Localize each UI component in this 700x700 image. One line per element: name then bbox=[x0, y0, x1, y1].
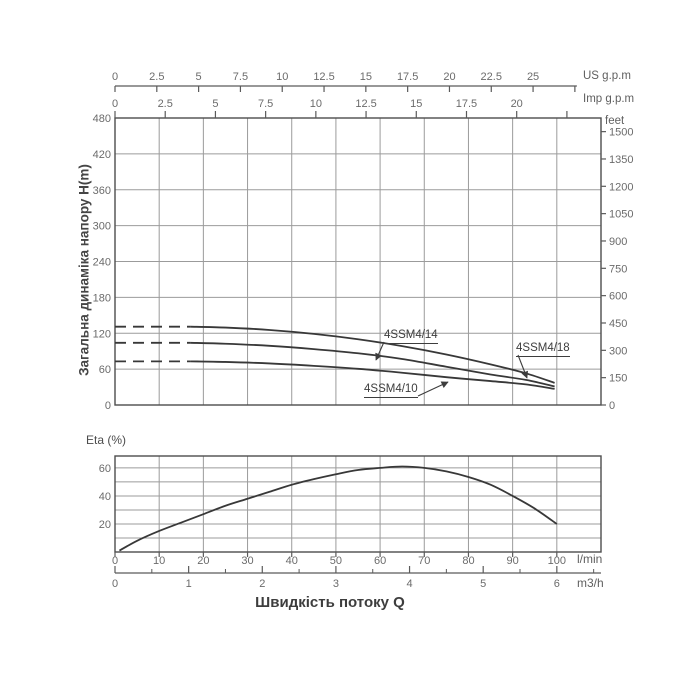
curve-4SSM4/14 bbox=[190, 341, 555, 388]
feet-tick-label: 1200 bbox=[609, 181, 633, 193]
m3h-tick-label: 4 bbox=[406, 578, 412, 590]
imp-gpm-tick-label: 20 bbox=[511, 98, 523, 110]
imp-gpm-tick-label: 15 bbox=[410, 98, 422, 110]
m3h-tick-label: 0 bbox=[112, 578, 118, 590]
us-gpm-tick-label: 5 bbox=[196, 71, 202, 83]
eta-tick-label: 20 bbox=[99, 519, 111, 531]
us-gpm-tick-label: 22.5 bbox=[481, 71, 502, 83]
us-gpm-tick-label: 2.5 bbox=[149, 71, 164, 83]
m3h-tick-label: 1 bbox=[186, 578, 192, 590]
eta-tick-label: 40 bbox=[99, 491, 111, 503]
leader-line bbox=[375, 341, 385, 361]
imp-gpm-tick-label: 7.5 bbox=[258, 98, 273, 110]
hm-tick-label: 120 bbox=[93, 328, 111, 340]
lmin-tick-label: 100 bbox=[548, 555, 566, 567]
m3h-axis-label: m3/h bbox=[577, 576, 604, 590]
feet-tick-label: 750 bbox=[609, 263, 627, 275]
hm-tick-label: 240 bbox=[93, 257, 111, 269]
feet-tick-label: 1350 bbox=[609, 154, 633, 166]
curve-eta bbox=[118, 465, 558, 552]
feet-tick-label: 900 bbox=[609, 236, 627, 248]
hm-tick-label: 420 bbox=[93, 149, 111, 161]
imp-gpm-tick-label: 5 bbox=[212, 98, 218, 110]
lmin-tick-label: 10 bbox=[153, 555, 165, 567]
m3h-tick-label: 6 bbox=[554, 578, 560, 590]
leader-line bbox=[417, 381, 449, 397]
imp-gpm-tick-label: 12.5 bbox=[355, 98, 376, 110]
feet-axis-label: feet bbox=[605, 115, 625, 127]
feet-tick-label: 1050 bbox=[609, 209, 633, 221]
feet-tick-label: 0 bbox=[609, 400, 615, 412]
lmin-tick-label: 20 bbox=[197, 555, 209, 567]
hm-tick-label: 180 bbox=[93, 292, 111, 304]
eta-tick-label: 60 bbox=[99, 463, 111, 475]
feet-tick-label: 450 bbox=[609, 318, 627, 330]
eta-axis-label: Eta (%) bbox=[86, 433, 127, 447]
hm-tick-label: 300 bbox=[93, 221, 111, 233]
x-axis-title: Швидкість потоку Q bbox=[255, 594, 405, 611]
hm-tick-label: 0 bbox=[105, 400, 111, 412]
imp-gpm-tick-label: 17.5 bbox=[456, 98, 477, 110]
lmin-tick-label: 40 bbox=[286, 555, 298, 567]
feet-tick-label: 150 bbox=[609, 373, 627, 385]
plot-border bbox=[114, 455, 602, 553]
us-gpm-axis-label: US g.p.m bbox=[583, 70, 631, 82]
curve-4SSM4/18 bbox=[190, 325, 555, 384]
us-gpm-tick-label: 0 bbox=[112, 71, 118, 83]
lmin-tick-label: 80 bbox=[462, 555, 474, 567]
hm-tick-label: 480 bbox=[93, 113, 111, 125]
feet-tick-label: 1500 bbox=[609, 127, 633, 139]
lmin-tick-label: 60 bbox=[374, 555, 386, 567]
imp-gpm-axis-label: Imp g.p.m bbox=[583, 93, 635, 105]
m3h-tick-label: 5 bbox=[480, 578, 486, 590]
curve-4SSM4/10 bbox=[190, 360, 555, 390]
us-gpm-tick-label: 7.5 bbox=[233, 71, 248, 83]
leader-line bbox=[517, 354, 528, 379]
y-axis-title: Загальна динаміка напору H(m) bbox=[76, 164, 92, 376]
imp-gpm-tick-label: 10 bbox=[310, 98, 322, 110]
lmin-axis-label: l/min bbox=[577, 552, 603, 566]
head-chart-group: 4804203603002401801206001500135012001050… bbox=[93, 71, 634, 412]
us-gpm-tick-label: 10 bbox=[276, 71, 288, 83]
lmin-tick-label: 50 bbox=[330, 555, 342, 567]
feet-tick-label: 600 bbox=[609, 291, 627, 303]
imp-gpm-tick-label: 0 bbox=[112, 98, 118, 110]
lmin-tick-label: 90 bbox=[507, 555, 519, 567]
hm-tick-label: 60 bbox=[99, 364, 111, 376]
lmin-tick-label: 70 bbox=[418, 555, 430, 567]
plot-border bbox=[114, 117, 602, 406]
curve-label-4ssm4-10: 4SSM4/10 bbox=[364, 383, 418, 398]
curve-label-4ssm4-18: 4SSM4/18 bbox=[516, 342, 570, 357]
m3h-tick-label: 3 bbox=[333, 578, 339, 590]
us-gpm-tick-label: 20 bbox=[443, 71, 455, 83]
us-gpm-tick-label: 25 bbox=[527, 71, 539, 83]
feet-tick-label: 300 bbox=[609, 345, 627, 357]
lmin-tick-label: 30 bbox=[241, 555, 253, 567]
us-gpm-tick-label: 12.5 bbox=[313, 71, 334, 83]
imp-gpm-tick-label: 2.5 bbox=[158, 98, 173, 110]
curve-label-4ssm4-14: 4SSM4/14 bbox=[384, 329, 438, 344]
us-gpm-tick-label: 17.5 bbox=[397, 71, 418, 83]
m3h-tick-label: 2 bbox=[259, 578, 265, 590]
eta-chart-group: 60 40 20 0 10 20 30 40 50 60 70 80 90 100 0 1 2 3 4 5 6 bbox=[99, 455, 602, 590]
lmin-tick-label: 0 bbox=[112, 555, 118, 567]
us-gpm-tick-label: 15 bbox=[360, 71, 372, 83]
hm-tick-label: 360 bbox=[93, 185, 111, 197]
